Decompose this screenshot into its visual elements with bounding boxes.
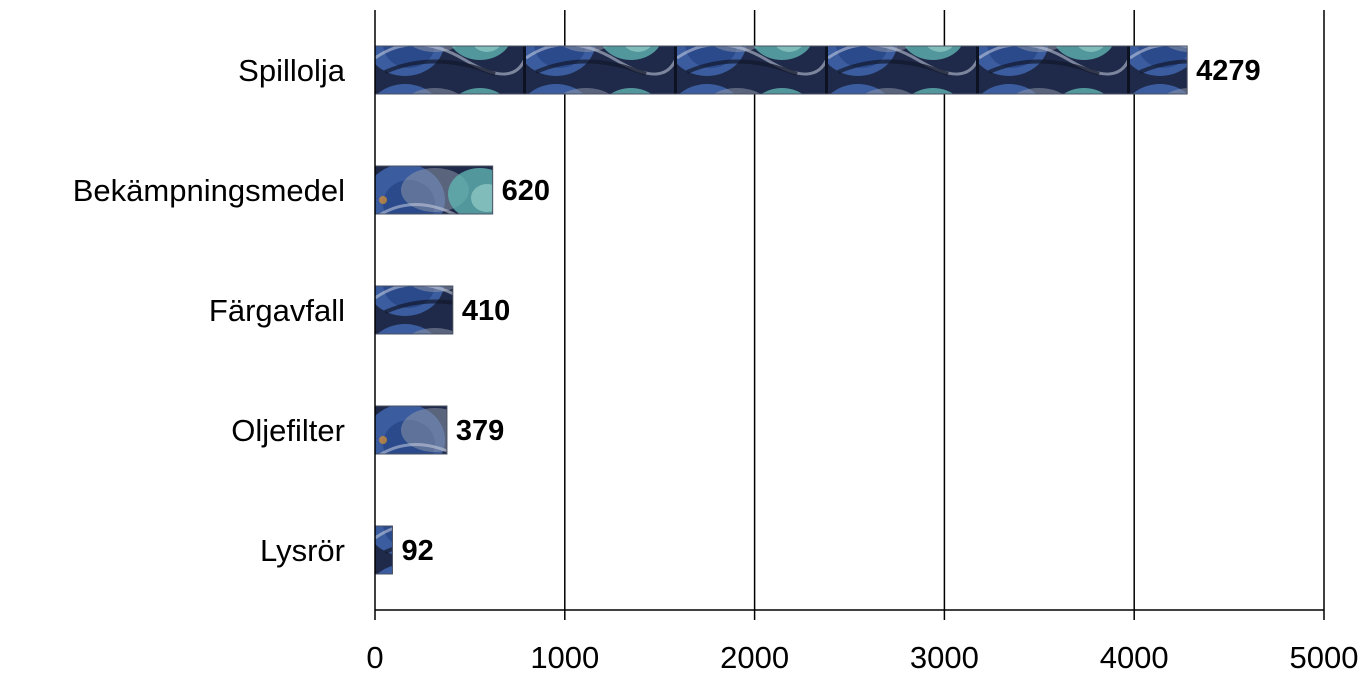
bar-lysrör <box>374 525 393 575</box>
data-label: 92 <box>401 535 433 567</box>
x-tick-label: 1000 <box>530 640 599 675</box>
x-tick-label: 3000 <box>910 640 979 675</box>
bar-spillolja <box>374 45 1188 95</box>
category-label: Spillolja <box>238 53 346 88</box>
axes <box>374 10 1324 611</box>
bar-färgavfall <box>374 285 454 335</box>
x-tick-label: 0 <box>366 640 383 675</box>
data-label: 410 <box>462 295 510 327</box>
data-label: 4279 <box>1196 55 1261 87</box>
x-tick-label: 2000 <box>720 640 789 675</box>
x-tick-label: 5000 <box>1290 640 1359 675</box>
category-label: Lysrör <box>260 533 345 568</box>
bar-bekämpningsmedel <box>374 165 494 215</box>
x-tick-label: 4000 <box>1100 640 1169 675</box>
category-label: Oljefilter <box>231 413 345 448</box>
gridlines <box>374 10 1325 620</box>
x-tick-labels: 0 1000 2000 3000 4000 5000 <box>366 640 1358 675</box>
data-label: 379 <box>456 415 504 447</box>
data-label: 620 <box>502 175 550 207</box>
category-label: Färgavfall <box>209 293 345 328</box>
category-label: Bekämpningsmedel <box>73 173 345 208</box>
data-labels: 4279 620 410 379 92 <box>401 55 1260 567</box>
category-labels: Spillolja Bekämpningsmedel Färgavfall Oljef… <box>73 53 346 568</box>
bar-oljefilter <box>374 405 448 455</box>
